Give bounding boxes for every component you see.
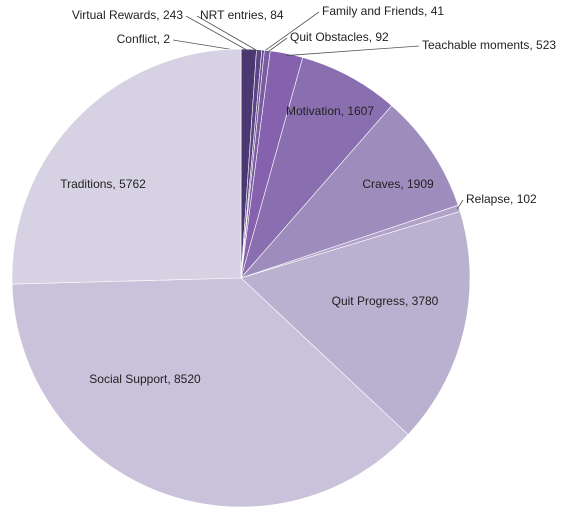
data-label: Quit Progress, 3780 [332, 294, 439, 308]
data-label: Virtual Rewards, 243 [72, 8, 183, 22]
data-label: Traditions, 5762 [60, 177, 146, 191]
leader-line [456, 199, 464, 210]
pie-slice: Motivation [240, 57, 393, 279]
data-label: Relapse, 102 [466, 192, 537, 206]
pie-slice: Traditions [11, 48, 242, 285]
leader-line [196, 15, 260, 53]
data-label: NRT entries, 84 [200, 8, 284, 22]
pie-slice: Craves [240, 105, 459, 279]
leader-line [266, 37, 288, 53]
data-label: Teachable moments, 523 [422, 38, 556, 52]
leader-line [185, 15, 249, 52]
data-label: Social Support, 8520 [89, 372, 201, 386]
pie-slice: Social Support [11, 277, 409, 507]
data-label: Motivation, 1607 [286, 104, 374, 118]
data-label: Family and Friends, 41 [322, 4, 444, 18]
data-label: Conflict, 2 [117, 32, 171, 46]
data-label: Quit Obstacles, 92 [290, 30, 389, 44]
leader-line [262, 11, 320, 53]
data-label: Craves, 1909 [362, 177, 434, 191]
pie-slice: Quit Progress [240, 211, 471, 436]
leader-line [286, 45, 420, 56]
